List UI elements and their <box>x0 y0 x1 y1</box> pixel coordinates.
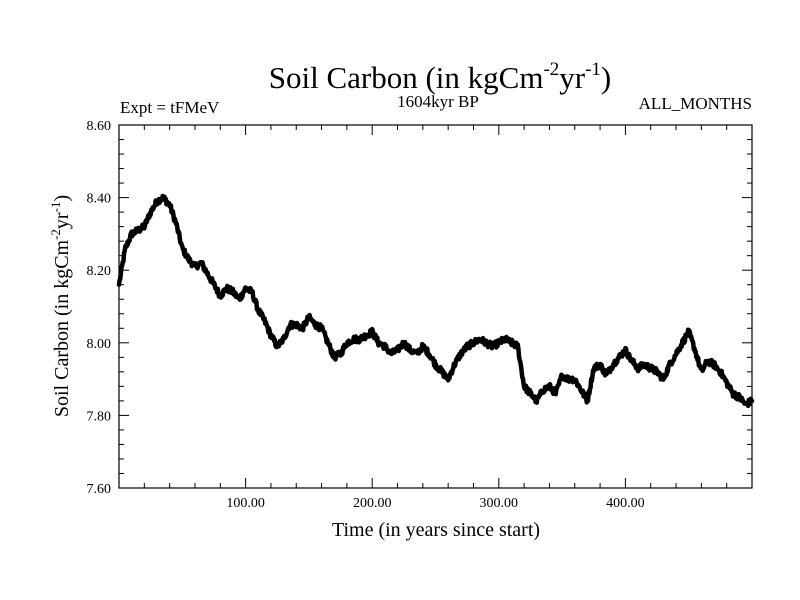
x-axis-label: Time (in years since start) <box>332 519 540 541</box>
subtitle-experiment: Expt = tFMeV <box>120 98 220 117</box>
title-main: Soil Carbon (in kgCm <box>269 60 544 95</box>
chart-title: Soil Carbon (in kgCm-2yr-1) <box>269 59 612 95</box>
plot-frame <box>118 124 753 489</box>
ylabel-sup1: -2 <box>48 229 63 240</box>
x-tick-label: 300.00 <box>480 496 519 511</box>
title-mid: yr <box>559 60 586 95</box>
ylabel-sup2: -1 <box>48 202 63 213</box>
ylabel-mid: yr <box>51 212 73 229</box>
title-end: ) <box>601 60 611 95</box>
series-line-soil-carbon <box>116 193 755 409</box>
x-tick-label: 100.00 <box>226 496 265 511</box>
title-sup2: -1 <box>585 59 601 80</box>
subtitle-period: 1604kyr BP <box>397 92 479 111</box>
y-axis-label: Soil Carbon (in kgCm-2yr-1) <box>48 195 73 417</box>
x-tick-label: 200.00 <box>353 496 392 511</box>
y-tick-label: 8.20 <box>87 264 112 279</box>
ylabel-main: Soil Carbon (in kgCm <box>51 239 73 417</box>
y-tick-label: 8.00 <box>87 337 112 352</box>
ylabel-end: ) <box>51 195 73 202</box>
y-tick-label: 7.60 <box>87 482 112 497</box>
y-tick-labels: 7.60 7.80 8.00 8.20 8.40 8.60 <box>87 119 112 497</box>
x-tick-label: 400.00 <box>606 496 645 511</box>
x-tick-labels: 100.00 200.00 300.00 400.00 <box>226 496 644 511</box>
major-ticks <box>119 125 752 488</box>
y-tick-label: 8.40 <box>87 192 112 207</box>
minor-ticks <box>119 125 752 488</box>
subtitle-months: ALL_MONTHS <box>639 94 752 113</box>
title-sup1: -2 <box>543 59 559 80</box>
y-tick-label: 8.60 <box>87 119 112 134</box>
y-tick-label: 7.80 <box>87 409 112 424</box>
